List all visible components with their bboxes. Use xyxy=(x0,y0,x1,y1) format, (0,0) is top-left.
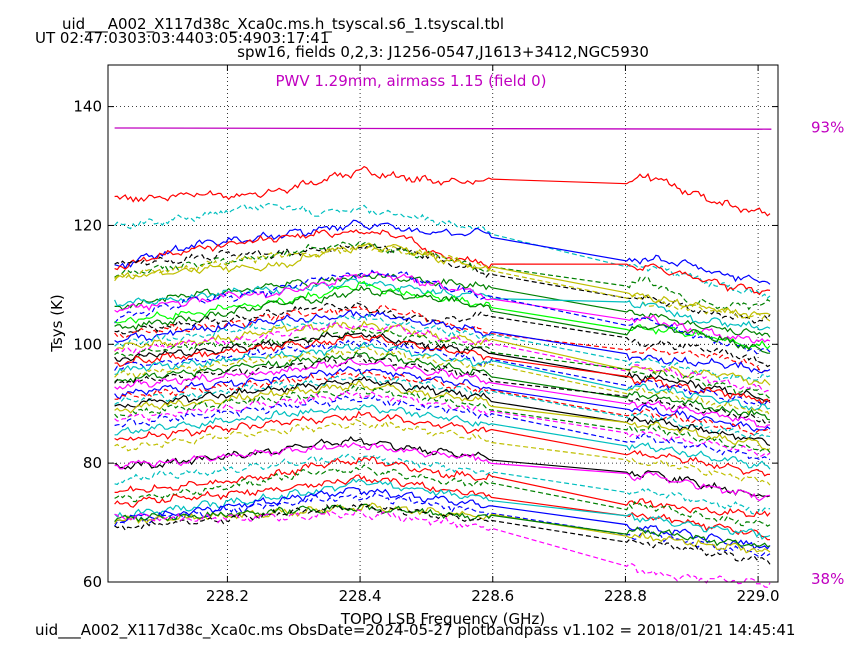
title-line-3: spw16, fields 0,2,3: J1256-0547,J1613+34… xyxy=(237,43,649,61)
transmission-line xyxy=(114,127,772,130)
y-tick-label: 100 xyxy=(73,335,102,353)
y-tick-label: 80 xyxy=(83,454,102,472)
y-axis-label: Tsys (K) xyxy=(48,294,66,353)
series-line xyxy=(114,403,771,470)
y-tick-label: 140 xyxy=(73,98,102,116)
series-line xyxy=(114,389,771,458)
title-line-1: uid___A002_X117d38c_Xca0c.ms.h_tsyscal.s… xyxy=(62,15,504,34)
series-line xyxy=(114,474,771,541)
series-line xyxy=(114,309,771,374)
series-line xyxy=(114,242,771,320)
x-tick-label: 228.6 xyxy=(471,587,514,605)
series-line xyxy=(114,244,771,324)
series-line xyxy=(114,418,771,486)
series-line xyxy=(114,453,771,515)
series-line xyxy=(114,165,771,217)
series-line xyxy=(114,372,771,440)
series-line xyxy=(114,280,771,350)
series-line xyxy=(114,326,771,400)
pwv-annotation: PWV 1.29mm, airmass 1.15 (field 0) xyxy=(275,72,546,90)
series-line xyxy=(114,492,771,558)
series-line xyxy=(114,410,771,477)
series-line xyxy=(114,334,771,406)
x-tick-label: 228.8 xyxy=(604,587,647,605)
series-line xyxy=(114,271,771,344)
series-line xyxy=(114,442,771,502)
series-line xyxy=(114,384,771,453)
series-line xyxy=(114,278,771,331)
series-line xyxy=(114,269,771,355)
series-line xyxy=(114,509,771,588)
series-line xyxy=(114,341,771,412)
series-line xyxy=(114,395,771,461)
transmission-percent-label: 38% xyxy=(811,570,844,588)
series-line xyxy=(114,503,771,565)
series-line xyxy=(114,464,771,527)
series-line xyxy=(114,301,771,368)
transmission-percent-label: 93% xyxy=(811,118,844,136)
x-tick-label: 229.0 xyxy=(737,587,780,605)
y-tick-label: 120 xyxy=(73,216,102,234)
series-line xyxy=(114,240,771,311)
series-line xyxy=(114,321,771,393)
series-line xyxy=(114,320,771,386)
series-line xyxy=(114,371,771,437)
series-line xyxy=(114,365,771,432)
series-line xyxy=(114,503,771,548)
series-line xyxy=(114,375,771,446)
series-line xyxy=(114,478,771,540)
x-axis-label: TOPO LSB Frequency (GHz) xyxy=(340,610,545,628)
series-line xyxy=(114,243,771,322)
series-line xyxy=(114,339,771,407)
title-line-2: UT 02:47:0303:03:4403:05:4903:17:41 xyxy=(35,29,329,47)
series-line xyxy=(114,486,771,550)
series-line xyxy=(114,358,771,429)
series-line xyxy=(114,313,771,381)
plot-border xyxy=(107,64,779,583)
y-tick-label: 60 xyxy=(83,573,102,591)
series-line xyxy=(114,219,771,285)
series-line xyxy=(114,345,771,417)
series-line xyxy=(114,351,771,421)
series-line xyxy=(114,229,771,296)
x-tick-label: 228.4 xyxy=(339,587,382,605)
x-tick-label: 228.2 xyxy=(206,587,249,605)
series-line xyxy=(114,456,771,518)
axis-ticks: 228.2 228.4 228.6 228.8 229.0 60 80 100 120 140 xyxy=(73,65,780,605)
series-group xyxy=(114,127,772,588)
footer-text: uid___A002_X117d38c_Xca0c.ms ObsDate=202… xyxy=(35,621,795,640)
series-line xyxy=(114,355,771,424)
